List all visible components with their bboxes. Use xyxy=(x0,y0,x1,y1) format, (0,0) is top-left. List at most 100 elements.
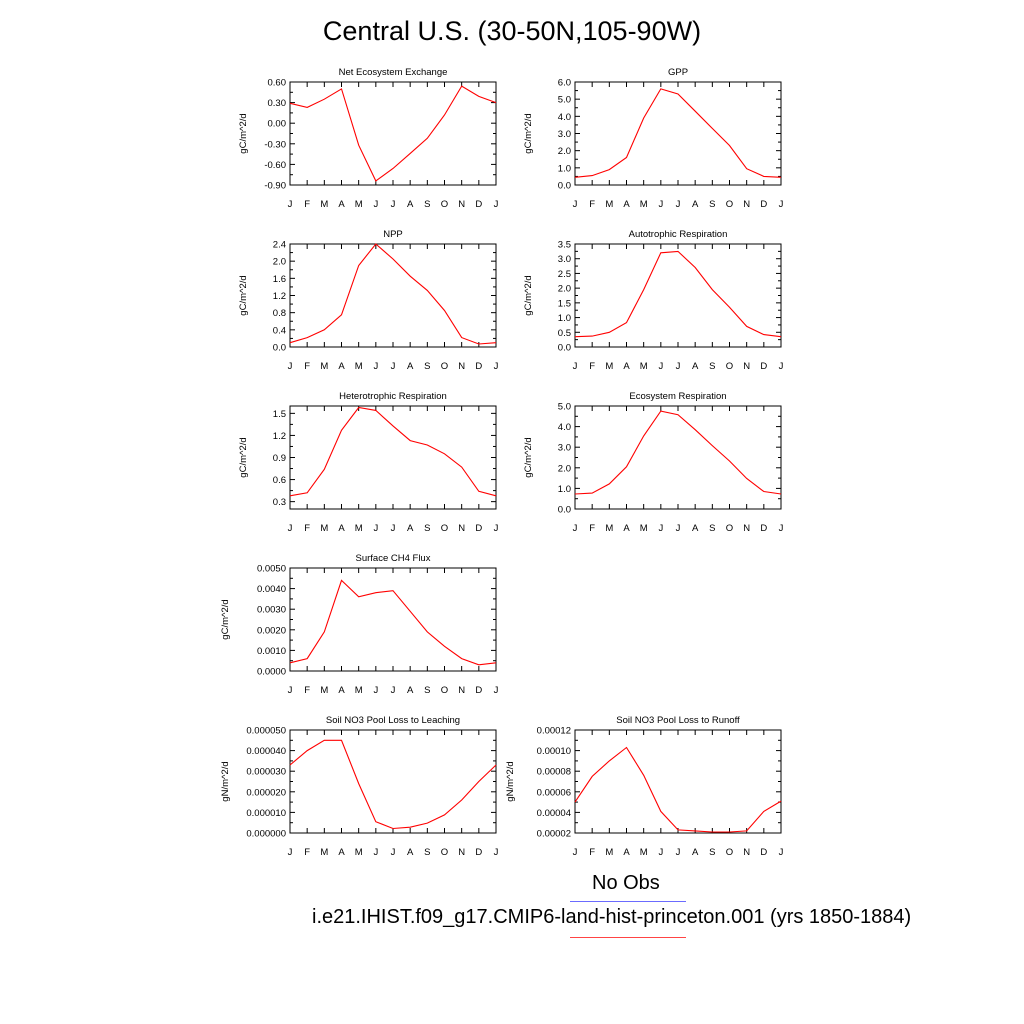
x-tick-label: O xyxy=(441,361,448,372)
x-tick-label: J xyxy=(573,523,578,534)
x-tick-label: A xyxy=(407,685,414,696)
x-tick-label: A xyxy=(338,523,345,534)
y-tick-label: 0.0010 xyxy=(257,646,286,657)
x-tick-label: O xyxy=(726,199,733,210)
chart-title: Net Ecosystem Exchange xyxy=(339,67,448,78)
x-tick-label: J xyxy=(676,523,681,534)
series-line xyxy=(289,739,497,830)
y-tick-label: 0.5 xyxy=(558,328,571,339)
x-tick-label: D xyxy=(475,685,482,696)
y-tick-label: 2.5 xyxy=(558,269,571,280)
x-tick-label: J xyxy=(288,847,293,858)
x-tick-label: D xyxy=(475,847,482,858)
y-tick-label: 0.000020 xyxy=(246,787,286,798)
x-tick-label: A xyxy=(692,523,699,534)
y-tick-label: 0.00004 xyxy=(537,808,571,819)
x-tick-label: N xyxy=(743,523,750,534)
chart-title: NPP xyxy=(383,229,403,240)
series-line xyxy=(574,410,782,495)
y-tick-label: 0.000010 xyxy=(246,808,286,819)
x-tick-label: D xyxy=(760,199,767,210)
x-tick-label: J xyxy=(391,847,396,858)
y-tick-label: 4.0 xyxy=(558,112,571,123)
series-line xyxy=(289,85,497,182)
x-tick-label: J xyxy=(391,523,396,534)
x-tick-label: M xyxy=(320,847,328,858)
x-tick-label: J xyxy=(658,361,663,372)
y-axis-label: gN/m^2/d xyxy=(220,761,231,801)
y-tick-label: 6.0 xyxy=(558,78,571,89)
y-tick-label: 0.000050 xyxy=(246,726,286,737)
chart-panel-5: Heterotrophic Respiration gC/m^2/d 1.5 1.2 0… xyxy=(238,391,499,534)
y-tick-label: 0.000030 xyxy=(246,767,286,778)
legend-obs-line xyxy=(570,901,686,902)
y-tick-label: 3.0 xyxy=(558,254,571,265)
x-tick-label: A xyxy=(692,199,699,210)
y-tick-label: 2.0 xyxy=(558,284,571,295)
y-tick-label: 0.3 xyxy=(273,497,286,508)
x-tick-label: J xyxy=(288,685,293,696)
x-tick-label: M xyxy=(320,685,328,696)
plot-frame xyxy=(574,729,782,834)
y-tick-label: 1.0 xyxy=(558,163,571,174)
x-tick-label: D xyxy=(475,523,482,534)
plot-frame xyxy=(574,243,782,348)
y-tick-label: 5.0 xyxy=(558,95,571,106)
y-tick-label: 2.0 xyxy=(558,463,571,474)
legend-model-line xyxy=(570,937,686,938)
x-tick-label: J xyxy=(373,847,378,858)
x-tick-label: A xyxy=(623,847,630,858)
x-tick-label: O xyxy=(441,523,448,534)
x-tick-label: N xyxy=(458,523,465,534)
y-tick-label: 3.5 xyxy=(558,240,571,251)
x-tick-label: O xyxy=(726,847,733,858)
x-tick-label: J xyxy=(573,199,578,210)
y-tick-label: 4.0 xyxy=(558,422,571,433)
x-tick-label: M xyxy=(605,361,613,372)
y-tick-label: 0.0020 xyxy=(257,625,286,636)
x-tick-label: J xyxy=(373,199,378,210)
y-tick-label: 3.0 xyxy=(558,129,571,140)
x-tick-label: M xyxy=(355,685,363,696)
x-tick-label: A xyxy=(623,361,630,372)
x-tick-label: S xyxy=(424,685,430,696)
y-tick-label: 0.0050 xyxy=(257,564,286,575)
plot-frame xyxy=(574,405,782,510)
y-tick-label: 0.0 xyxy=(558,343,571,354)
x-tick-label: J xyxy=(494,361,499,372)
x-tick-label: J xyxy=(658,523,663,534)
x-tick-label: D xyxy=(475,199,482,210)
x-tick-label: S xyxy=(709,847,715,858)
y-axis-label: gC/m^2/d xyxy=(523,113,534,153)
x-tick-label: J xyxy=(573,361,578,372)
chart-title: Surface CH4 Flux xyxy=(356,553,431,564)
x-tick-label: F xyxy=(304,685,310,696)
x-tick-label: M xyxy=(640,361,648,372)
x-tick-label: J xyxy=(779,199,784,210)
chart-title: Autotrophic Respiration xyxy=(629,229,728,240)
x-tick-label: A xyxy=(623,199,630,210)
y-tick-label: 1.0 xyxy=(558,484,571,495)
y-tick-label: 0.0040 xyxy=(257,584,286,595)
x-tick-label: N xyxy=(743,847,750,858)
x-tick-label: J xyxy=(494,199,499,210)
page-title: Central U.S. (30-50N,105-90W) xyxy=(322,16,702,46)
x-tick-label: F xyxy=(304,523,310,534)
x-tick-label: J xyxy=(658,199,663,210)
y-tick-label: 3.0 xyxy=(558,443,571,454)
chart-title: Soil NO3 Pool Loss to Runoff xyxy=(616,715,740,726)
x-tick-label: J xyxy=(373,685,378,696)
x-tick-label: F xyxy=(304,847,310,858)
x-tick-label: F xyxy=(589,523,595,534)
x-tick-label: M xyxy=(355,199,363,210)
x-tick-label: S xyxy=(424,523,430,534)
chart-title: GPP xyxy=(668,67,688,78)
x-tick-label: A xyxy=(407,361,414,372)
y-tick-label: 2.0 xyxy=(558,146,571,157)
y-axis-label: gC/m^2/d xyxy=(238,275,249,315)
y-axis-label: gC/m^2/d xyxy=(238,113,249,153)
x-tick-label: O xyxy=(441,199,448,210)
x-tick-label: N xyxy=(458,199,465,210)
series-line xyxy=(289,406,497,497)
y-tick-label: 0.00012 xyxy=(537,726,571,737)
